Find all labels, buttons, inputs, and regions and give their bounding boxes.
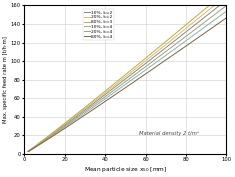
- 80%, k=3: [189, 20, 192, 22]
- Text: Material density 2 t/m³: Material density 2 t/m³: [139, 131, 200, 136]
- 10%, k=2: [134, 70, 137, 72]
- Line: 80%, k=4: 80%, k=4: [28, 18, 227, 152]
- 20%, k=2: [189, 24, 192, 26]
- 80%, k=3: [27, 150, 30, 152]
- Line: 10%, k=4: 10%, k=4: [28, 11, 227, 152]
- 10%, k=4: [121, 85, 124, 88]
- 10%, k=4: [220, 14, 223, 16]
- 10%, k=4: [225, 10, 228, 12]
- 80%, k=4: [122, 88, 125, 90]
- 10%, k=4: [189, 36, 192, 38]
- 20%, k=4: [220, 8, 223, 10]
- 10%, k=4: [145, 68, 148, 71]
- 10%, k=2: [225, 0, 228, 1]
- 20%, k=4: [121, 83, 124, 85]
- 10%, k=4: [134, 76, 137, 78]
- 80%, k=4: [121, 89, 124, 91]
- 80%, k=4: [220, 20, 223, 22]
- 20%, k=4: [225, 4, 228, 7]
- 20%, k=2: [145, 59, 148, 61]
- 20%, k=2: [27, 150, 30, 152]
- 80%, k=3: [134, 65, 137, 67]
- 10%, k=2: [122, 79, 125, 81]
- Line: 80%, k=3: 80%, k=3: [28, 0, 227, 151]
- 80%, k=4: [189, 42, 192, 44]
- 20%, k=4: [122, 82, 125, 84]
- X-axis label: Mean particle size x$_{50}$ [mm]: Mean particle size x$_{50}$ [mm]: [84, 165, 167, 173]
- 20%, k=4: [145, 65, 148, 67]
- 80%, k=4: [145, 72, 148, 75]
- 20%, k=4: [27, 150, 30, 153]
- Line: 10%, k=2: 10%, k=2: [28, 0, 227, 151]
- 10%, k=4: [122, 85, 125, 87]
- 80%, k=3: [122, 75, 125, 77]
- 20%, k=2: [134, 68, 137, 70]
- 20%, k=2: [220, 0, 223, 1]
- 10%, k=2: [145, 62, 148, 64]
- 20%, k=4: [134, 73, 137, 75]
- 20%, k=4: [189, 32, 192, 34]
- 80%, k=4: [225, 17, 228, 19]
- 10%, k=4: [27, 150, 30, 153]
- 10%, k=2: [220, 3, 223, 5]
- 80%, k=3: [145, 57, 148, 59]
- 80%, k=4: [27, 151, 30, 153]
- 10%, k=2: [121, 80, 124, 82]
- Line: 20%, k=2: 20%, k=2: [28, 0, 227, 151]
- Line: 20%, k=4: 20%, k=4: [28, 5, 227, 152]
- 20%, k=2: [121, 78, 124, 80]
- 10%, k=2: [189, 27, 192, 29]
- Y-axis label: Max. specific feed rate m [t/h·m]: Max. specific feed rate m [t/h·m]: [4, 36, 8, 123]
- 80%, k=3: [121, 76, 124, 78]
- 10%, k=2: [27, 150, 30, 152]
- Legend: 10%, k=2, 20%, k=2, 80%, k=3, 10%, k=4, 20%, k=4, 80%, k=4: 10%, k=2, 20%, k=2, 80%, k=3, 10%, k=4, …: [83, 9, 114, 40]
- 20%, k=2: [122, 77, 125, 79]
- 80%, k=4: [134, 80, 137, 82]
